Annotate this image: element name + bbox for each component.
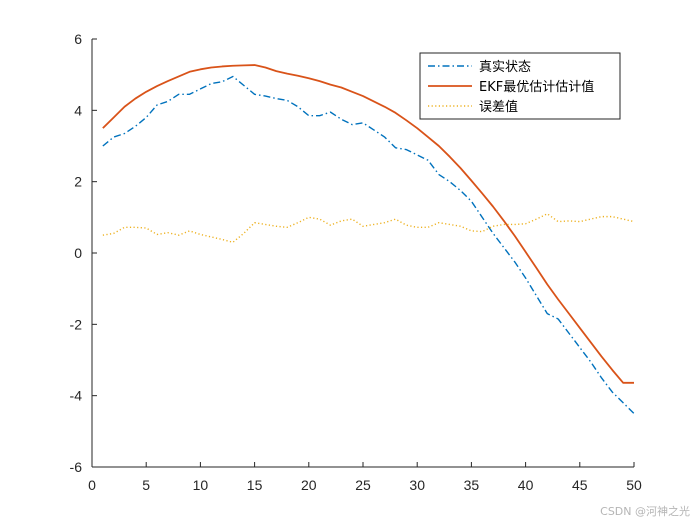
y-tick-label: 4 bbox=[74, 102, 82, 118]
x-tick-label: 5 bbox=[142, 477, 150, 493]
series-line-1 bbox=[102, 75, 635, 414]
series-line-3 bbox=[102, 213, 635, 244]
series-line-2 bbox=[102, 64, 634, 384]
y-tick-label: 6 bbox=[74, 31, 82, 47]
x-tick-label: 15 bbox=[247, 477, 263, 493]
legend-label-3: 误差值 bbox=[479, 99, 518, 115]
y-tick-label: 0 bbox=[74, 245, 82, 261]
x-tick-label: 25 bbox=[355, 477, 371, 493]
y-tick-label: -4 bbox=[70, 388, 83, 404]
plot-area bbox=[102, 64, 635, 414]
x-tick-label: 40 bbox=[518, 477, 534, 493]
y-tick-label: -2 bbox=[70, 316, 83, 332]
legend-label-2: EKF最优估计估计值 bbox=[479, 79, 594, 95]
axes: 0 5 10 15 20 25 30 35 40 45 50 -6 -4 -2 0 2 4 6 bbox=[70, 31, 642, 493]
y-tick-label: 2 bbox=[74, 174, 82, 190]
x-tick-label: 20 bbox=[301, 477, 317, 493]
x-tick-label: 10 bbox=[193, 477, 209, 493]
y-tick-label: -6 bbox=[70, 459, 83, 475]
x-tick-label: 30 bbox=[409, 477, 425, 493]
x-tick-label: 0 bbox=[88, 477, 96, 493]
legend-label-1: 真实状态 bbox=[479, 60, 531, 75]
x-tick-label: 35 bbox=[464, 477, 480, 493]
x-tick-label: 45 bbox=[572, 477, 588, 493]
watermark-text: CSDN @河神之光 bbox=[600, 505, 690, 518]
x-tick-label: 50 bbox=[626, 477, 642, 493]
